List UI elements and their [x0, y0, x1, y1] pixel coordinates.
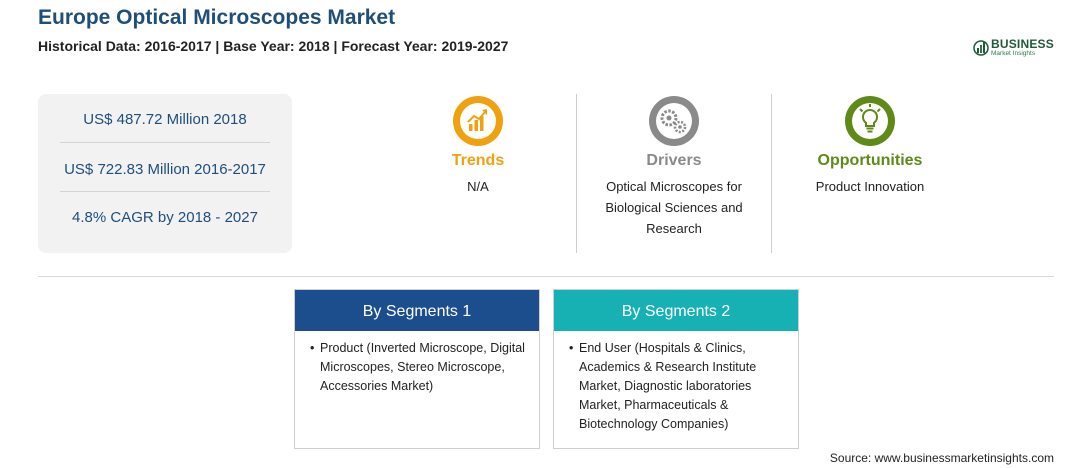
opportunities-heading: Opportunities [817, 152, 923, 169]
stat-market-value-historical: US$ 722.83 Million 2016-2017 [64, 161, 266, 178]
column-divider [576, 94, 577, 253]
opportunities-text: Product Innovation [815, 179, 925, 194]
trend-chart-icon [453, 96, 503, 146]
logo-tagline: Market Insights [991, 50, 1036, 57]
segment-card-1: By Segments 1 • Product (Inverted Micros… [294, 289, 540, 449]
key-stats-panel: US$ 487.72 Million 2018 US$ 722.83 Milli… [38, 94, 292, 253]
segment-card-2: By Segments 2 • End User (Hospitals & Cl… [553, 289, 799, 449]
stat-market-value-2018: US$ 487.72 Million 2018 [83, 111, 247, 128]
stat-divider [60, 191, 270, 192]
source-note: Source: www.businessmarketinsights.com [829, 451, 1054, 465]
drivers-heading: Drivers [646, 152, 702, 169]
segment-1-body: • Product (Inverted Microscope, Digital … [295, 331, 539, 396]
section-divider [38, 276, 1054, 277]
brand-logo: BUSINESS Market Insights [973, 37, 1063, 59]
drivers-text: Optical Microscopes for Biological Scien… [605, 179, 743, 236]
trends-column: Trends N/A [418, 94, 538, 197]
stat-cagr: 4.8% CAGR by 2018 - 2027 [72, 209, 258, 226]
drivers-column: Drivers Optical Microscopes for Biologic… [584, 94, 764, 239]
segment-1-text: Product (Inverted Microscope, Digital Mi… [320, 341, 525, 393]
trends-heading: Trends [451, 152, 505, 169]
segment-2-body: • End User (Hospitals & Clinics, Academi… [554, 331, 798, 434]
page-title: Europe Optical Microscopes Market [38, 6, 396, 29]
bullet-marker: • [310, 341, 315, 355]
segment-1-heading: By Segments 1 [295, 290, 539, 331]
page-subtitle: Historical Data: 2016-2017 | Base Year: … [38, 38, 509, 54]
lightbulb-icon [845, 96, 895, 146]
gears-icon [649, 96, 699, 146]
column-divider [771, 94, 772, 253]
opportunities-column: Opportunities Product Innovation [788, 94, 952, 197]
segment-2-text: End User (Hospitals & Clinics, Academics… [579, 341, 757, 431]
bar-chart-logo-icon [973, 40, 989, 56]
segment-2-heading: By Segments 2 [554, 290, 798, 331]
bullet-marker: • [569, 341, 574, 355]
logo-name: BUSINESS [991, 37, 1054, 51]
stat-divider [60, 142, 270, 143]
trends-text: N/A [467, 179, 489, 194]
